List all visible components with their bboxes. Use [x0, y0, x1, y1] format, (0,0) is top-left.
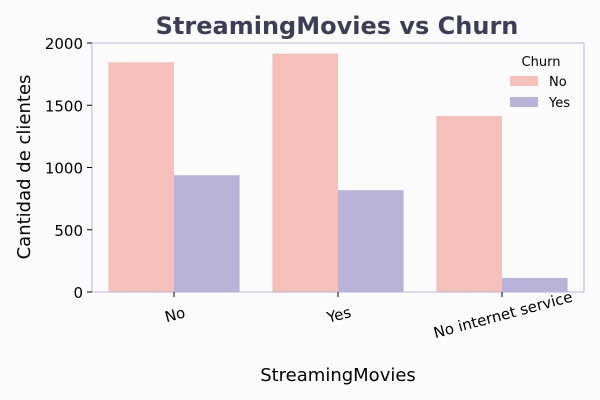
x-tick-label: No internet service: [432, 288, 575, 342]
y-axis: 0 500 1000 1500 2000: [45, 35, 92, 302]
bar-no-churn-no: [108, 62, 174, 292]
y-tick-label: 1500: [45, 97, 83, 115]
y-tick-label: 1000: [45, 160, 83, 178]
legend-label-no: No: [549, 75, 567, 90]
legend-label-yes: Yes: [548, 96, 570, 111]
bar-no-churn-yes: [174, 175, 240, 292]
bars: [108, 53, 568, 292]
legend: Churn No Yes: [510, 55, 570, 111]
x-axis-label: StreamingMovies: [260, 365, 416, 386]
x-tick-label: No: [163, 304, 187, 327]
legend-title: Churn: [522, 55, 561, 70]
bar-no-internet-service-churn-no: [436, 116, 502, 292]
bar-no-internet-service-churn-yes: [502, 277, 568, 292]
bar-yes-churn-yes: [338, 190, 404, 292]
y-tick-label: 0: [73, 284, 83, 302]
chart-title: StreamingMovies vs Churn: [156, 12, 519, 40]
bar-yes-churn-no: [272, 53, 338, 292]
legend-swatch-no: [510, 76, 538, 86]
y-tick-label: 500: [54, 222, 83, 240]
x-axis: No Yes No internet service: [163, 288, 575, 342]
legend-swatch-yes: [510, 97, 538, 107]
x-tick-label: Yes: [324, 303, 353, 327]
y-tick-label: 2000: [45, 35, 83, 53]
y-axis-label: Cantidad de clientes: [14, 75, 35, 260]
